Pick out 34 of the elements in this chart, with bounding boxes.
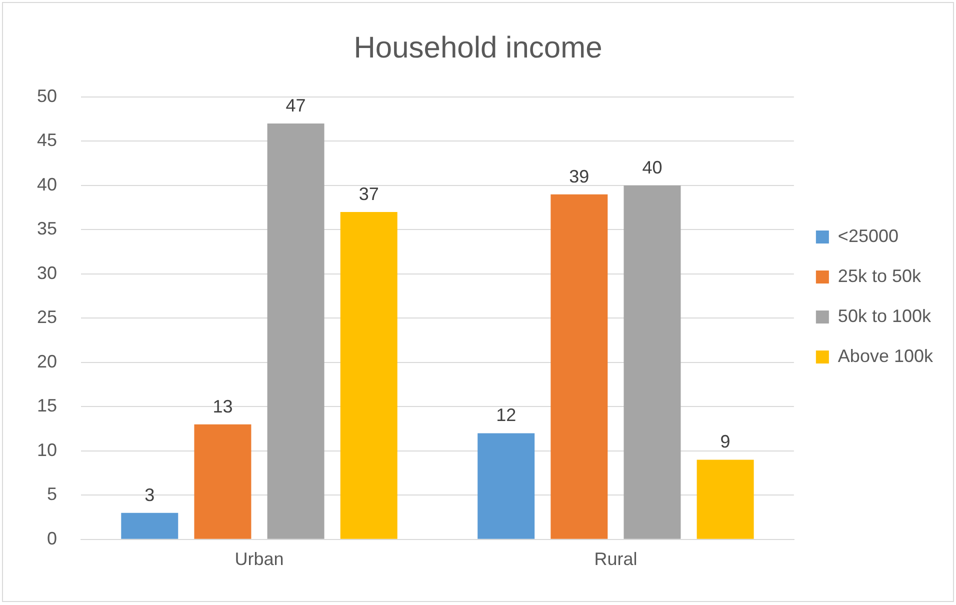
data-label: 3 [144,484,155,505]
bar [478,433,535,539]
y-tick-label: 45 [36,130,58,150]
data-label: 47 [286,96,306,116]
bar [340,212,398,539]
bar [267,124,324,539]
y-tick-label: 25 [36,307,58,328]
data-label: 39 [569,166,590,186]
legend-label: Above 100k [838,346,934,366]
legend-label: 25k to 50k [838,266,922,286]
y-tick-label: 30 [36,262,58,283]
x-tick-label: Urban [234,549,284,570]
data-label: 37 [358,184,379,204]
y-tick-label: 10 [36,440,58,460]
bar [194,424,252,539]
y-tick-label: 5 [47,484,58,504]
legend-label: <25000 [838,226,899,246]
data-label: 13 [212,396,233,416]
y-tick-label: 50 [36,86,58,106]
y-tick-label: 20 [36,351,58,372]
bar [624,185,681,539]
bar [121,512,178,539]
data-label: 9 [720,432,730,452]
legend-label: 50k to 100k [838,306,932,326]
data-label: 40 [642,157,662,178]
chart-title: Household income [354,31,602,64]
bar [550,194,608,539]
x-tick-label: Rural [594,549,638,570]
data-label: 12 [496,405,516,426]
y-tick-label: 15 [36,396,58,416]
y-tick-label: 35 [36,218,58,239]
y-tick-label: 0 [47,528,58,548]
bar [696,460,754,539]
y-tick-label: 40 [36,174,58,194]
